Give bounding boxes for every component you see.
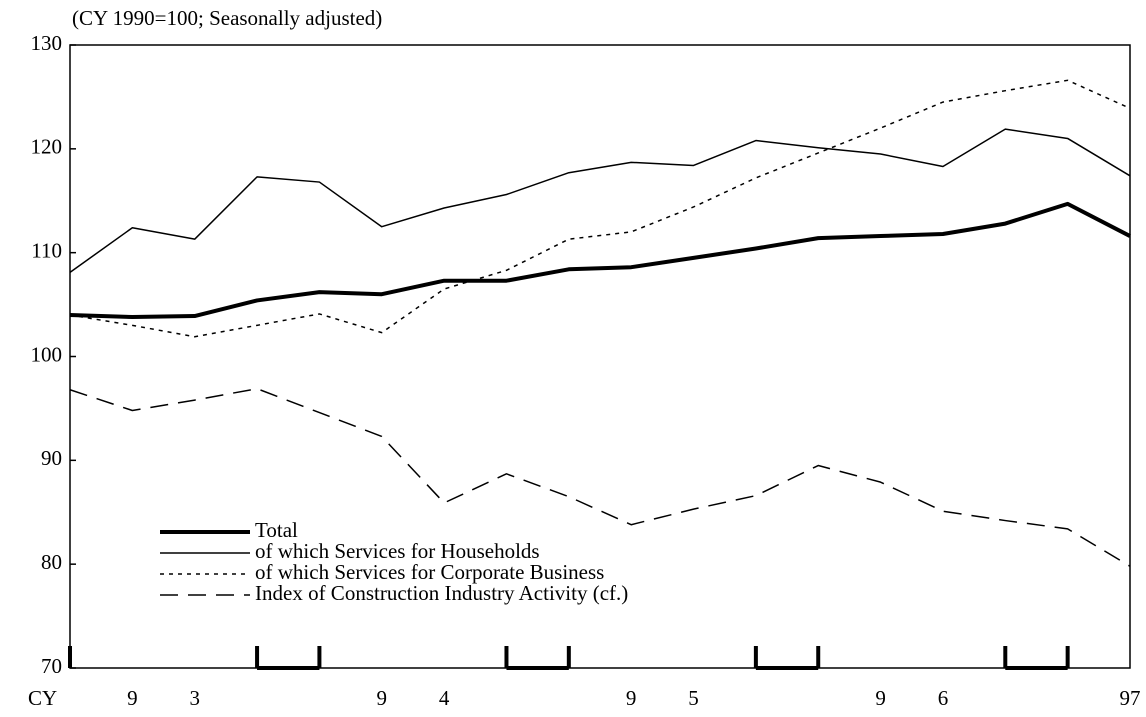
chart-subtitle: (CY 1990=100; Seasonally adjusted) — [72, 6, 382, 30]
y-tick-label: 110 — [31, 238, 62, 262]
x-axis-label: CY — [28, 686, 57, 710]
legend-label: of which Services for Corporate Business — [255, 560, 604, 584]
x-tick-label: 9 — [626, 686, 637, 710]
legend-label: of which Services for Households — [255, 539, 540, 563]
y-tick-label: 120 — [31, 135, 63, 159]
x-tick-label: 4 — [439, 686, 450, 710]
series-line — [69, 128, 1131, 274]
legend-label: Total — [255, 518, 298, 542]
series-line — [69, 201, 1131, 320]
x-tick-label: 9 — [875, 686, 886, 710]
x-tick-label: 9 — [127, 686, 138, 710]
x-tick-label: 5 — [688, 686, 699, 710]
series-line — [69, 79, 1131, 338]
legend-label: Index of Construction Industry Activity … — [255, 581, 628, 605]
y-tick-label: 90 — [41, 446, 62, 470]
x-tick-label: 9 — [377, 686, 388, 710]
y-tick-label: 70 — [41, 654, 62, 678]
y-tick-label: 100 — [31, 342, 63, 366]
x-tick-label: 97 — [1120, 686, 1141, 710]
y-tick-label: 80 — [41, 550, 62, 574]
x-tick-label: 6 — [938, 686, 949, 710]
series-line — [69, 387, 1131, 567]
x-tick-label: 3 — [189, 686, 200, 710]
y-tick-label: 130 — [31, 31, 63, 55]
